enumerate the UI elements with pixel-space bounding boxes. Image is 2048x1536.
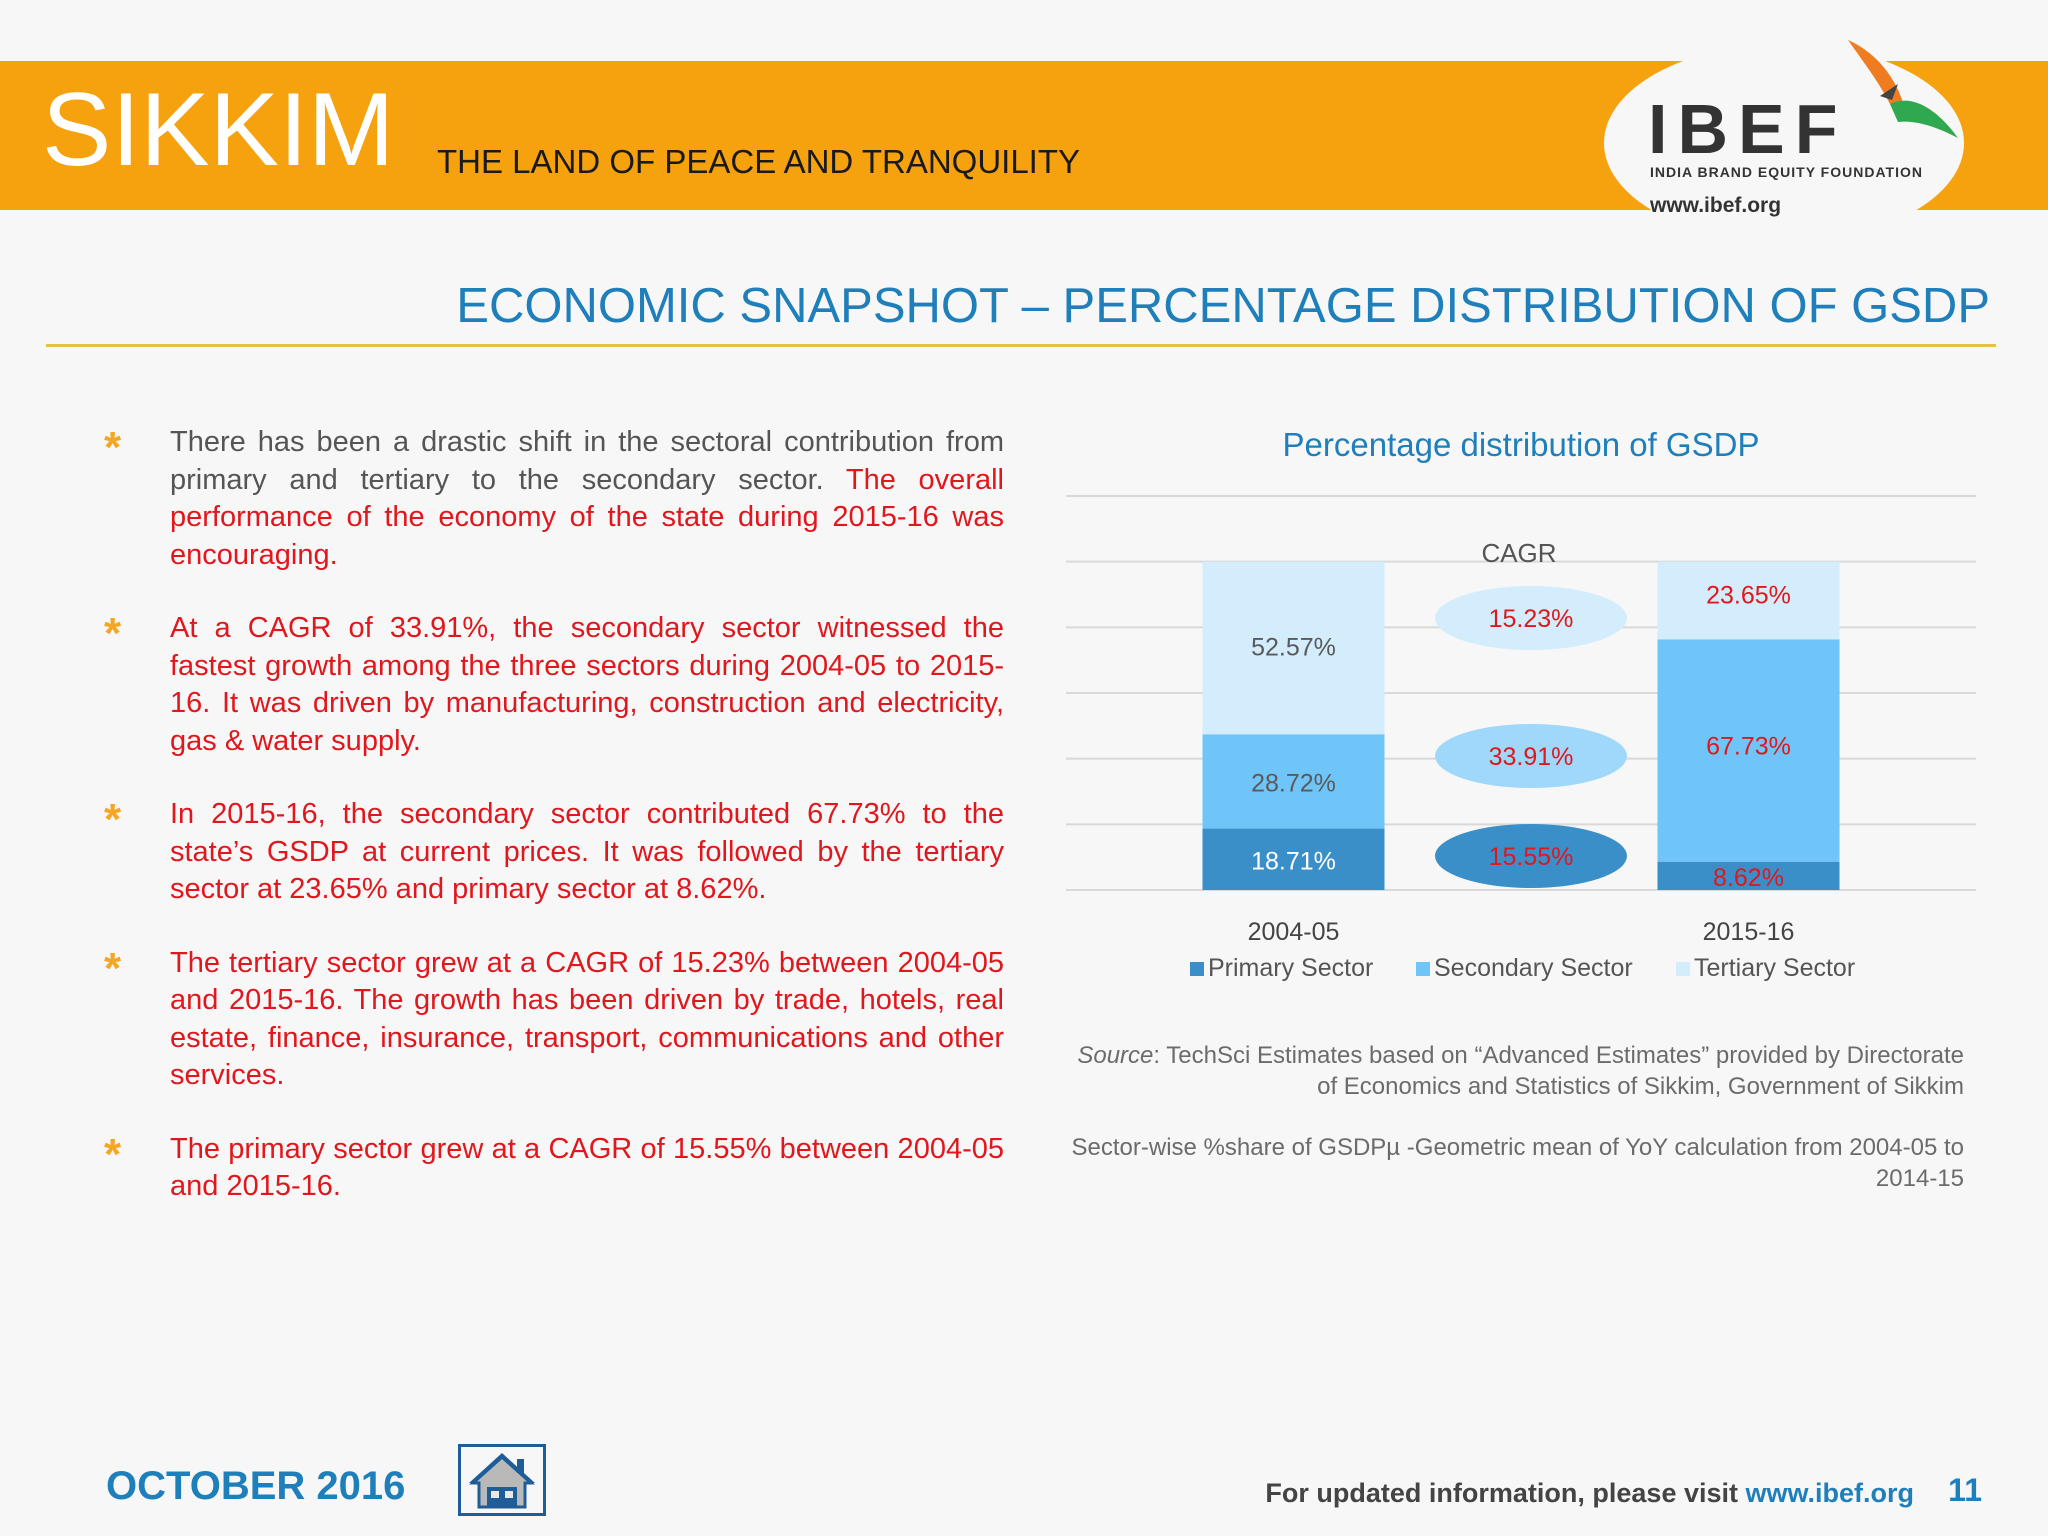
- state-tagline: THE LAND OF PEACE AND TRANQUILITY: [437, 143, 1081, 180]
- title-divider: [46, 344, 1996, 347]
- bar-segment: [1657, 561, 1840, 640]
- home-button[interactable]: [458, 1444, 546, 1516]
- cagr-label: CAGR: [1481, 538, 1556, 568]
- footer-date: OCTOBER 2016: [106, 1464, 406, 1508]
- bullet-text-red: In 2015-16, the secondary sector contrib…: [170, 798, 1004, 905]
- bar-segment: [1657, 861, 1840, 890]
- bar-segment: [1202, 734, 1385, 829]
- x-tick-label: 2015-16: [1703, 918, 1795, 946]
- source-text: : TechSci Estimates based on “Advanced E…: [1153, 1042, 1964, 1100]
- bullet-item: * At a CAGR of 33.91%, the secondary sect…: [104, 610, 1004, 760]
- bullet-item: * In 2015-16, the secondary sector contri…: [104, 796, 1004, 909]
- x-tick-label: 2004-05: [1248, 918, 1340, 946]
- bullet-item: * The tertiary sector grew at a CAGR of 1…: [104, 945, 1004, 1095]
- legend-entry: Tertiary Sector: [1694, 954, 1855, 982]
- chart-title: Percentage distribution of GSDP: [1283, 426, 1760, 463]
- footer-visit-text: For updated information, please visit ww…: [1265, 1480, 1914, 1507]
- logo-background: [1604, 44, 1964, 242]
- bullet-star-icon: *: [104, 423, 122, 472]
- logo-subtitle: INDIA BRAND EQUITY FOUNDATION: [1650, 164, 1923, 180]
- cagr-value: 33.91%: [1489, 743, 1574, 771]
- cagr-value: 15.23%: [1489, 605, 1574, 633]
- visit-link[interactable]: www.ibef.org: [1745, 1478, 1915, 1508]
- bar-segment: [1202, 828, 1385, 890]
- legend-swatch: [1190, 962, 1204, 976]
- bullet-item: * There has been a drastic shift in the s…: [104, 424, 1004, 574]
- legend-swatch: [1676, 962, 1690, 976]
- source-note: Sector-wise %share of GSDPµ -Geometric m…: [1071, 1134, 1964, 1192]
- data-label: 28.72%: [1251, 769, 1336, 797]
- bullet-text-red: The primary sector grew at a CAGR of 15.…: [170, 1132, 1004, 1203]
- data-label: 23.65%: [1706, 582, 1791, 610]
- bullet-text-red: At a CAGR of 33.91%, the secondary secto…: [170, 612, 1004, 757]
- bullet-text-grey: There has been a drastic shift in the se…: [170, 426, 1004, 496]
- bar-segment: [1202, 561, 1385, 735]
- bullet-list: * There has been a drastic shift in the s…: [104, 424, 1004, 1242]
- bullet-star-icon: *: [104, 1129, 122, 1179]
- gsdp-stacked-bar-chart: Percentage distribution of GSDP 18.71% 28.…: [1066, 426, 1976, 982]
- visit-label: For updated information, please visit: [1265, 1478, 1746, 1508]
- legend-entry: Secondary Sector: [1434, 954, 1633, 982]
- bullet-text-red: The tertiary sector grew at a CAGR of 15…: [170, 946, 1004, 1092]
- bullet-text-red: The overall performance of the economy o…: [170, 463, 1004, 571]
- page-title: ECONOMIC SNAPSHOT – PERCENTAGE DISTRIBUT…: [456, 279, 1990, 333]
- home-icon: [469, 1453, 535, 1509]
- cagr-oval: [1435, 586, 1627, 650]
- bird-icon: [1848, 40, 1958, 138]
- bullet-item: * The primary sector grew at a CAGR of 15…: [104, 1131, 1004, 1206]
- state-title: SIKKIM: [42, 72, 395, 188]
- logo-text: IBEF: [1648, 90, 1848, 168]
- logo-url: www.ibef.org: [1650, 194, 1782, 217]
- cagr-value: 15.55%: [1489, 843, 1574, 871]
- cagr-oval: [1435, 824, 1627, 888]
- chart-source: Source: TechSci Estimates based on “Adva…: [1064, 1040, 1964, 1224]
- page-number: 11: [1948, 1472, 1982, 1508]
- bullet-star-icon: *: [104, 609, 122, 658]
- legend-swatch: [1416, 962, 1430, 976]
- data-label: 8.62%: [1713, 864, 1784, 892]
- data-label: 67.73%: [1706, 732, 1791, 760]
- bullet-star-icon: *: [104, 943, 122, 993]
- data-label: 18.71%: [1251, 847, 1336, 875]
- source-label: Source: [1077, 1042, 1154, 1069]
- ibef-logo[interactable]: IBEF INDIA BRAND EQUITY FOUNDATION www.i…: [1604, 34, 1964, 244]
- bar-segment: [1657, 639, 1840, 862]
- cagr-oval: [1435, 724, 1627, 788]
- bullet-star-icon: *: [104, 795, 122, 844]
- data-label: 52.57%: [1251, 634, 1336, 662]
- legend-entry: Primary Sector: [1208, 954, 1373, 982]
